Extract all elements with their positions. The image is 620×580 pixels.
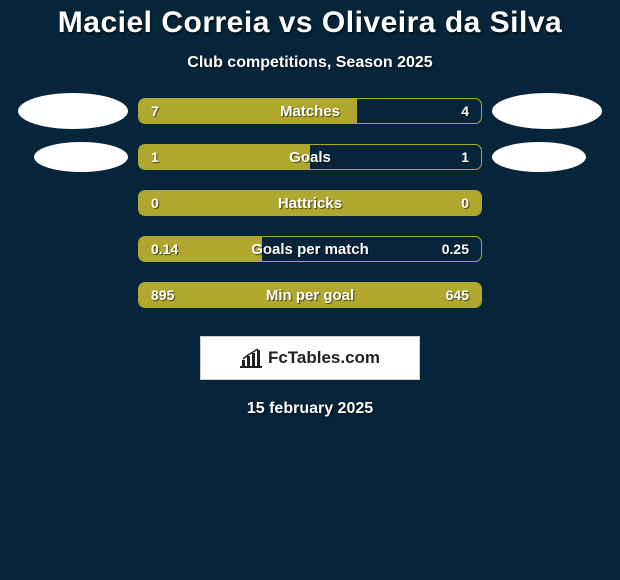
stat-value-left: 0.14 [139, 237, 190, 261]
stat-bar: 74Matches [138, 98, 482, 124]
stat-value-right: 0.25 [430, 237, 481, 261]
stat-bar: 895645Min per goal [138, 282, 482, 308]
subtitle: Club competitions, Season 2025 [0, 54, 620, 72]
stats-list: 74Matches11Goals00Hattricks0.140.25Goals… [0, 98, 620, 308]
stat-bar-fill-left [139, 191, 481, 215]
brand-text: FcTables.com [268, 348, 380, 368]
stat-bar: 0.140.25Goals per match [138, 236, 482, 262]
infographic-container: Maciel Correia vs Oliveira da Silva Club… [0, 0, 620, 580]
stat-bar-fill-left [139, 283, 481, 307]
stat-value-right: 4 [449, 99, 481, 123]
stat-row: 00Hattricks [10, 190, 610, 216]
stat-value-left: 895 [139, 283, 186, 307]
stat-row: 11Goals [10, 144, 610, 170]
player-right-oval [492, 142, 586, 172]
player-left-oval [34, 142, 128, 172]
page-title: Maciel Correia vs Oliveira da Silva [0, 6, 620, 40]
stat-bar: 00Hattricks [138, 190, 482, 216]
stat-bar: 11Goals [138, 144, 482, 170]
stat-value-right: 0 [449, 191, 481, 215]
player-right-oval [492, 93, 602, 129]
stat-value-right: 645 [434, 283, 481, 307]
stat-value-left: 0 [139, 191, 171, 215]
player-left-oval [18, 93, 128, 129]
stat-value-left: 1 [139, 145, 171, 169]
stat-row: 895645Min per goal [10, 282, 610, 308]
date-text: 15 february 2025 [0, 400, 620, 418]
stat-bar-fill-left [139, 99, 357, 123]
brand-chart-icon [240, 348, 262, 368]
stat-row: 74Matches [10, 98, 610, 124]
stat-row: 0.140.25Goals per match [10, 236, 610, 262]
brand-box: FcTables.com [200, 336, 420, 380]
stat-value-right: 1 [449, 145, 481, 169]
stat-value-left: 7 [139, 99, 171, 123]
